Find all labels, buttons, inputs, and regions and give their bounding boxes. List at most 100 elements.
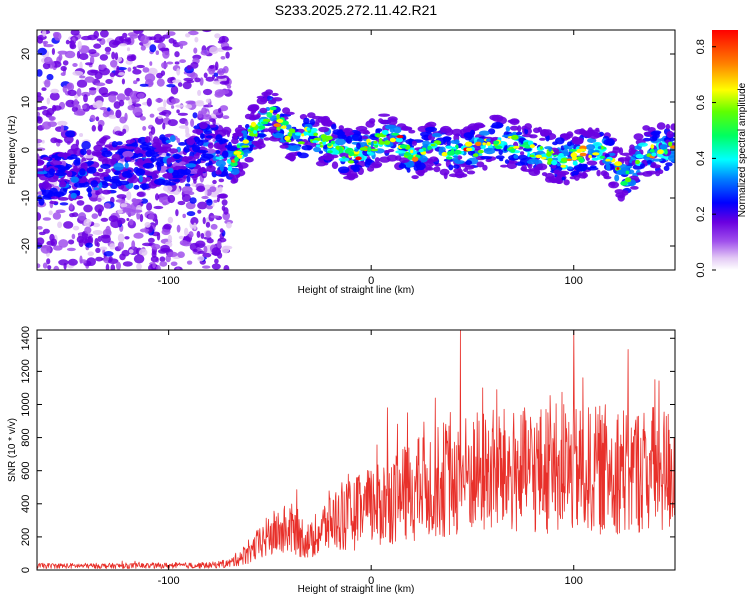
spectrogram-cell (221, 205, 226, 211)
spectrogram-cell (239, 137, 244, 142)
spectrogram-cell (92, 230, 104, 235)
snr-trace-line (37, 330, 675, 569)
spectrogram-cell (586, 166, 599, 171)
spectrogram-cell (177, 251, 185, 258)
spectrogram-cell (231, 177, 236, 182)
spectrogram-cell (582, 171, 587, 179)
spectrogram-cell (46, 97, 50, 105)
spectrogram-cell (629, 144, 635, 151)
spectrogram-cell (244, 156, 254, 163)
spectrogram-cell (624, 177, 632, 183)
spectrogram-cell (96, 100, 104, 108)
spectrogram-cell (111, 51, 116, 60)
spectrogram-cell (322, 136, 326, 142)
spectrogram-cell (176, 267, 180, 270)
spectrogram-cell (232, 134, 238, 140)
spectrogram-cell (210, 215, 220, 219)
spectrogram-cell (41, 139, 45, 144)
colorbar-tick-label: 0.0 (695, 262, 707, 277)
spectrogram-cell (197, 255, 205, 262)
spectrogram-cell (110, 60, 118, 68)
spectrogram-cell (185, 133, 191, 138)
spectrogram-cell (78, 212, 87, 221)
spectrogram-cell (197, 209, 202, 214)
spectrogram-cell (153, 40, 164, 44)
spectrogram-cell (250, 127, 254, 132)
spectrogram-cell (230, 168, 240, 175)
spectrogram-cell (159, 261, 168, 267)
spectrogram-cell (242, 153, 248, 157)
spectrogram-cell (202, 114, 212, 120)
spectrogram-cell (142, 67, 150, 73)
spectrogram-cell (148, 237, 155, 243)
spectrogram-cell (115, 109, 122, 119)
spectrogram-cell (422, 140, 431, 147)
spectrogram-cell (666, 130, 674, 139)
spectrogram-cell (411, 156, 419, 162)
spectrogram-cell (223, 265, 230, 270)
spectrogram-cell (163, 99, 167, 108)
spectrogram-cell (668, 141, 673, 147)
spectrogram-cell (67, 89, 77, 97)
spectrogram-cell (207, 142, 214, 149)
spectrogram-cell (145, 176, 152, 182)
spectrogram-cell (218, 193, 228, 199)
spectrogram-cell (139, 213, 144, 223)
spectrogram-cell (96, 140, 106, 147)
spectrogram-cell (136, 191, 145, 197)
spectrogram-cell (327, 150, 333, 154)
spectrogram-cell (126, 218, 130, 221)
colorbar-label: Normalized spectral amplitude (737, 82, 748, 217)
spectrogram-cell (125, 139, 134, 145)
spectrogram-cell (138, 168, 143, 176)
spectrogram-cell (77, 40, 82, 50)
spectrogram-cell (197, 139, 204, 146)
spectrogram-cell (116, 93, 126, 102)
spectrogram-cell (551, 159, 558, 166)
spectrogram-cell (557, 170, 570, 176)
spectrogram-cell (185, 163, 197, 168)
spectrogram-cell (657, 149, 664, 155)
spectrogram-cell (181, 194, 191, 202)
spectrogram-cell (54, 164, 65, 168)
spectrogram-cell (176, 68, 181, 76)
spectrogram-cell (84, 76, 95, 83)
spectrogram-cell (529, 144, 536, 149)
x-tick-label: 100 (565, 275, 583, 287)
spectrogram-cell (219, 228, 224, 233)
spectrogram-cell (369, 163, 382, 169)
spectrogram-cell (226, 221, 232, 229)
spectrogram-cell (101, 150, 113, 158)
spectrogram-cell (68, 154, 78, 160)
spectrogram-cell (670, 123, 675, 131)
spectrogram-cell (133, 232, 144, 239)
spectrogram-cell (156, 72, 163, 79)
spectrogram-cell (208, 124, 217, 128)
spectrogram-cell (109, 243, 116, 250)
spectrogram-cell (285, 124, 292, 130)
spectrogram-cell (218, 89, 230, 95)
spectrogram-cell (177, 200, 186, 206)
spectrogram-cell (649, 148, 655, 153)
spectrogram-cell (95, 247, 101, 253)
spectrogram-cell (257, 145, 263, 150)
spectrogram-cell (620, 181, 628, 186)
spectrogram-cell (307, 112, 316, 119)
y-tick-label: 10 (20, 96, 32, 108)
spectrogram-cell (196, 149, 209, 154)
spectrogram-cell (212, 119, 216, 126)
spectrogram-cell (546, 151, 553, 155)
spectrogram-cell (177, 112, 188, 116)
spectrogram-cell (100, 163, 111, 170)
spectrogram-cell (482, 164, 488, 171)
spectrogram-cell (103, 251, 114, 257)
spectrogram-cell (215, 150, 221, 154)
spectrogram-cell (200, 49, 210, 56)
spectrogram-cell (46, 108, 55, 116)
spectrogram-cell (410, 149, 414, 154)
spectrogram-cell (256, 113, 261, 119)
y-tick-label: 1200 (20, 359, 32, 383)
spectrogram-cell (50, 160, 62, 166)
spectrogram-cell (128, 249, 134, 254)
spectrogram-cell (158, 47, 170, 52)
